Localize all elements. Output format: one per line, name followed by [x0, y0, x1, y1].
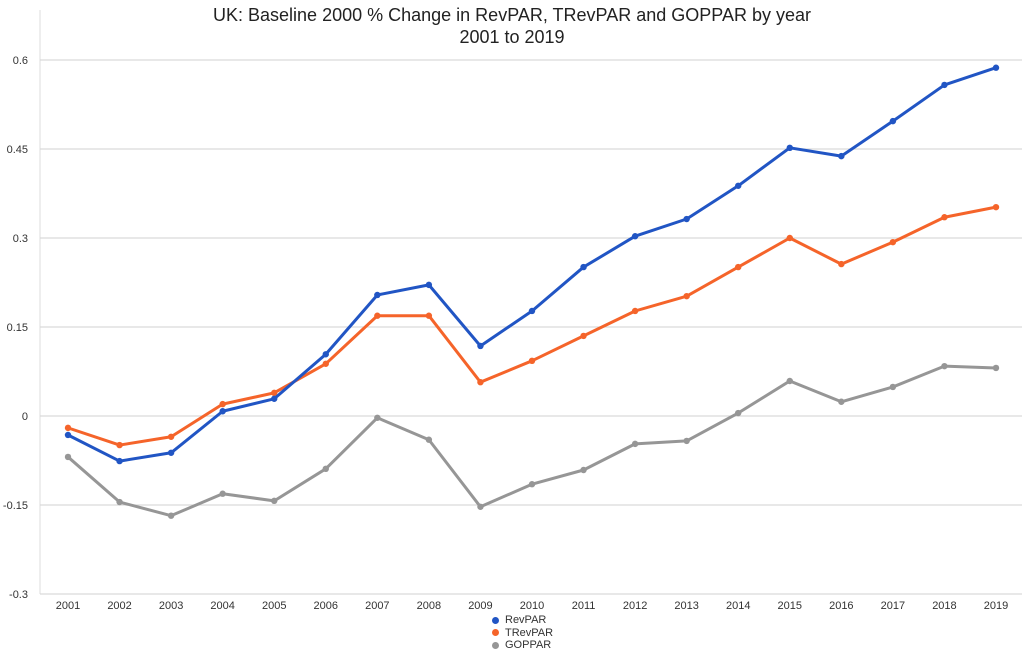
data-point-trevpar — [477, 378, 484, 386]
data-point-goppar — [64, 453, 72, 461]
legend-marker — [492, 616, 499, 624]
y-tick-label: 0.15 — [7, 322, 28, 334]
data-point-trevpar — [167, 433, 175, 440]
data-point-revpar — [735, 182, 742, 189]
x-tick-label: 2012 — [623, 600, 647, 612]
data-point-trevpar — [683, 292, 690, 300]
legend-label: TRevPAR — [505, 626, 554, 639]
data-point-trevpar — [64, 424, 72, 432]
data-point-goppar — [477, 503, 484, 510]
data-point-revpar — [580, 263, 587, 271]
data-point-trevpar — [425, 312, 433, 319]
data-point-trevpar — [992, 203, 1000, 211]
chart-subtitle: 2001 to 2019 — [459, 27, 565, 47]
x-tick-label: 2002 — [107, 600, 131, 612]
data-point-trevpar — [374, 312, 381, 319]
data-point-trevpar — [631, 307, 639, 315]
y-tick-label: -0.15 — [3, 500, 28, 512]
data-point-revpar — [374, 291, 381, 299]
x-tick-label: 2015 — [778, 600, 802, 612]
data-point-goppar — [838, 398, 845, 405]
data-point-revpar — [477, 342, 484, 350]
data-point-trevpar — [116, 441, 123, 449]
x-tick-label: 2003 — [159, 600, 183, 612]
y-tick-label: 0.45 — [7, 144, 28, 156]
data-point-revpar — [889, 117, 897, 125]
x-tick-label: 2013 — [674, 600, 698, 612]
y-tick-label: -0.3 — [9, 589, 28, 601]
data-point-trevpar — [786, 234, 793, 242]
series-line-revpar — [67, 66, 997, 463]
chart-title-block: UK: Baseline 2000 % Change in RevPAR, TR… — [0, 4, 1024, 48]
data-point-goppar — [425, 436, 433, 443]
x-tick-label: 2001 — [56, 600, 80, 612]
data-point-revpar — [941, 81, 948, 89]
x-tick-label: 2005 — [262, 600, 286, 612]
data-point-revpar — [322, 351, 329, 358]
data-point-goppar — [941, 362, 948, 370]
data-point-goppar — [735, 409, 742, 417]
data-point-revpar — [683, 215, 690, 223]
data-point-trevpar — [838, 260, 845, 268]
x-tick-label: 2018 — [932, 600, 956, 612]
data-point-goppar — [271, 497, 278, 505]
data-point-revpar — [167, 449, 175, 456]
data-point-revpar — [528, 307, 536, 315]
x-tick-label: 2006 — [314, 600, 338, 612]
data-point-trevpar — [528, 357, 536, 365]
x-tick-label: 2008 — [417, 600, 441, 612]
y-tick-label: 0.6 — [13, 55, 28, 67]
data-point-trevpar — [322, 360, 329, 367]
legend-item-revpar: RevPAR — [492, 614, 546, 626]
data-point-revpar — [271, 395, 278, 402]
data-point-goppar — [889, 383, 897, 391]
legend-marker — [492, 641, 499, 649]
legend-label: GOPPAR — [505, 639, 552, 651]
data-point-goppar — [167, 512, 175, 519]
x-tick-label: 2009 — [468, 600, 492, 612]
x-tick-label: 2004 — [210, 600, 234, 612]
series-line-goppar — [67, 364, 997, 518]
data-point-goppar — [683, 437, 690, 445]
data-point-revpar — [116, 457, 123, 465]
x-tick-label: 2019 — [984, 600, 1008, 612]
data-point-goppar — [580, 466, 587, 474]
data-point-revpar — [219, 408, 226, 415]
legend-label: RevPAR — [505, 614, 547, 626]
data-point-trevpar — [735, 263, 742, 271]
y-tick-label: 0 — [22, 411, 28, 423]
data-point-revpar — [786, 144, 793, 152]
data-point-trevpar — [941, 214, 948, 221]
data-point-trevpar — [271, 389, 278, 397]
x-tick-label: 2016 — [829, 600, 853, 612]
data-point-goppar — [219, 490, 226, 497]
data-point-goppar — [116, 498, 123, 506]
legend-marker — [492, 629, 499, 636]
x-tick-label: 2011 — [572, 600, 596, 612]
data-point-revpar — [838, 152, 845, 160]
x-tick-label: 2010 — [520, 600, 544, 612]
x-tick-label: 2017 — [881, 600, 905, 612]
data-point-revpar — [425, 281, 433, 289]
data-point-trevpar — [580, 332, 587, 340]
legend-item-trevpar: TRevPAR — [492, 627, 553, 639]
data-point-trevpar — [889, 238, 897, 246]
data-point-revpar — [992, 64, 1000, 71]
chart-title: UK: Baseline 2000 % Change in RevPAR, TR… — [213, 5, 811, 25]
data-point-revpar — [631, 233, 639, 240]
data-point-goppar — [528, 481, 536, 488]
data-point-goppar — [992, 364, 1000, 372]
data-point-goppar — [631, 440, 639, 448]
data-point-goppar — [322, 465, 329, 473]
data-point-goppar — [374, 414, 381, 421]
legend-item-goppar: GOPPAR — [492, 639, 551, 651]
x-tick-label: 2014 — [726, 600, 750, 612]
y-tick-label: 0.3 — [13, 233, 28, 245]
data-point-trevpar — [219, 400, 226, 408]
data-point-revpar — [64, 431, 72, 439]
series-line-trevpar — [67, 205, 997, 447]
data-point-goppar — [786, 377, 793, 385]
x-tick-label: 2007 — [365, 600, 389, 612]
